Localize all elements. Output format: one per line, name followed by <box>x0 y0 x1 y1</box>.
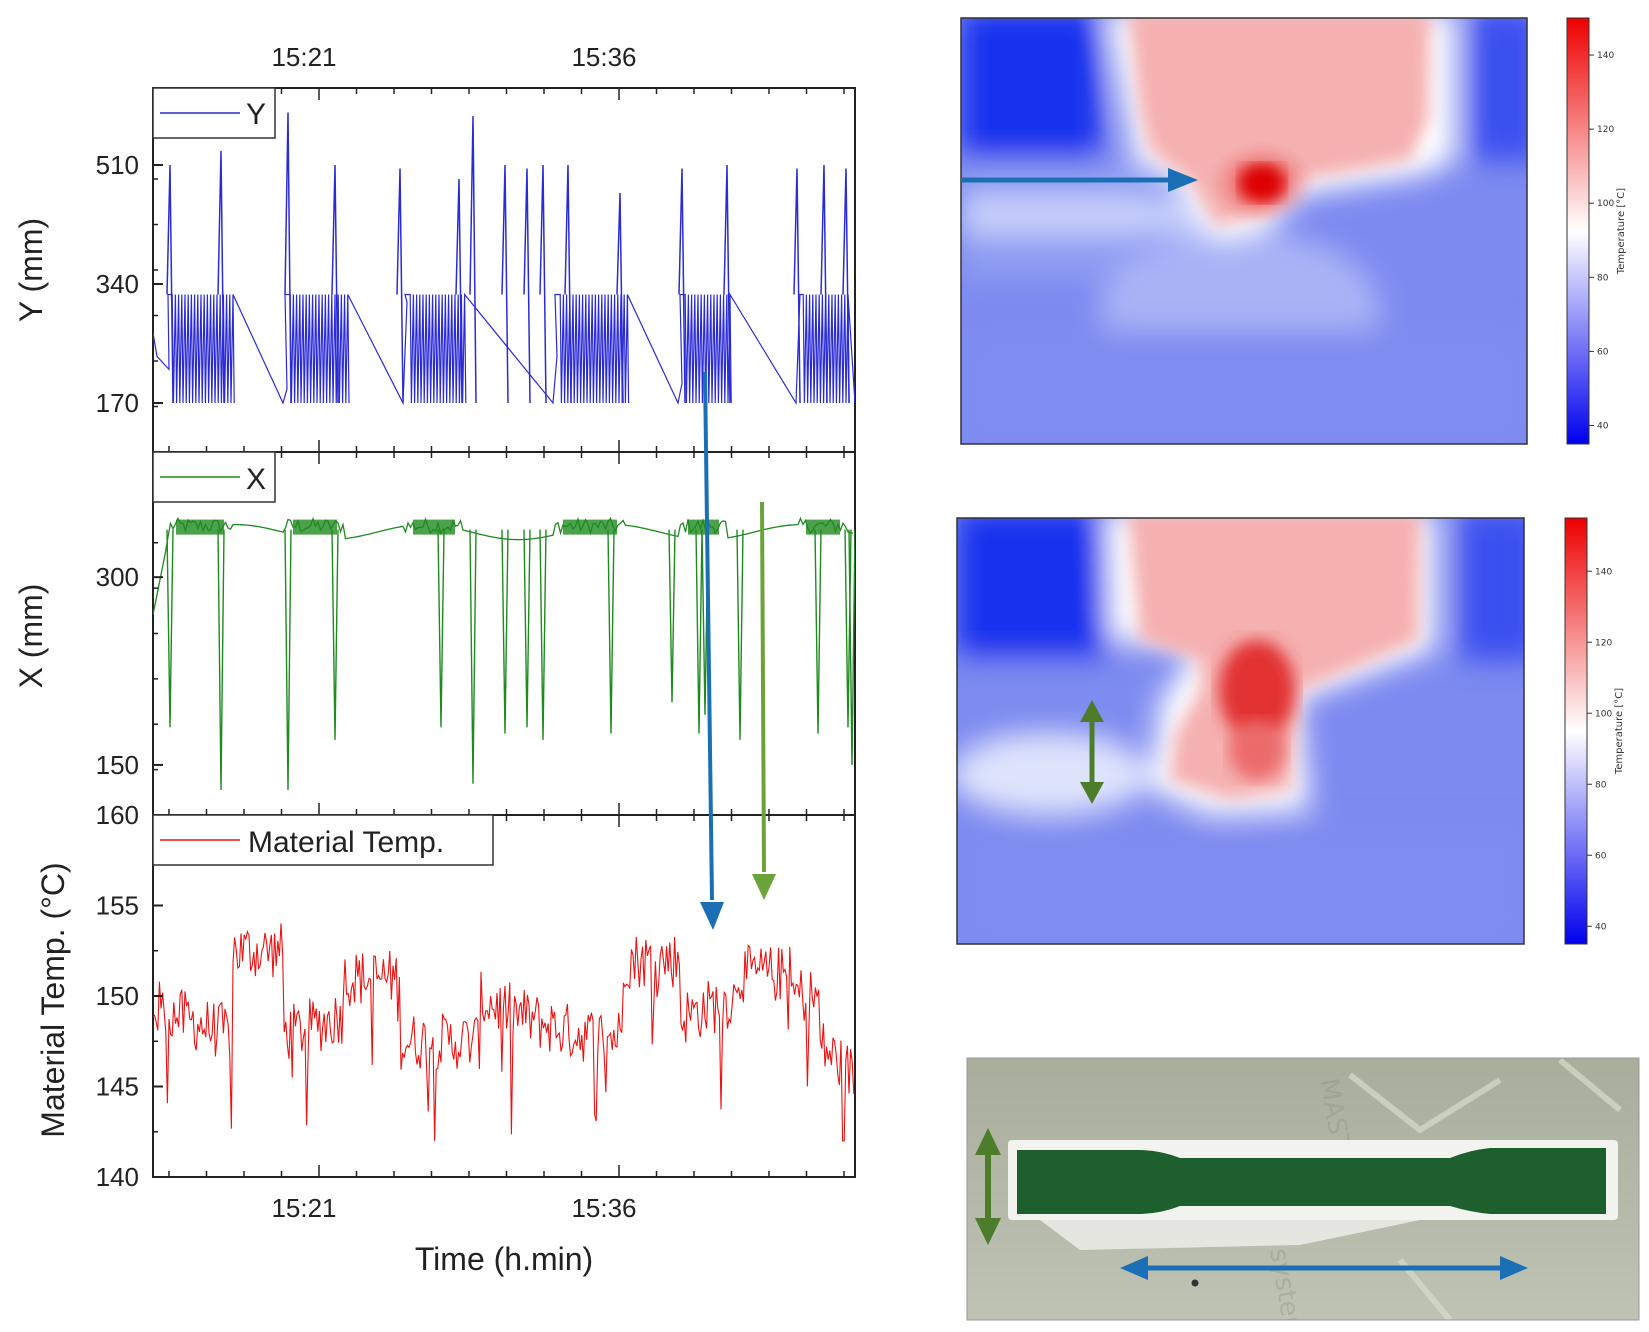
y-tick-label: 160 <box>96 800 139 830</box>
y-tick-label: 510 <box>96 150 139 180</box>
x-tick-label: 15:36 <box>571 1193 636 1223</box>
x-dense-block <box>688 519 719 535</box>
specimen-photo: MAST systems <box>966 1057 1640 1321</box>
y-peak <box>723 164 731 404</box>
legend-label-y: Y <box>246 98 266 131</box>
x-series-lines <box>153 516 855 790</box>
x-dip <box>736 529 744 740</box>
colorbar-title-2: Temperature [°C] <box>1614 688 1625 775</box>
y-peak <box>678 168 686 404</box>
colorbar-tick-label: 100 <box>1597 199 1614 209</box>
y-tick-label: 155 <box>96 891 139 921</box>
y-peak <box>820 164 828 404</box>
x-dip <box>217 529 225 790</box>
colorbar-tick-label: 60 <box>1595 851 1607 861</box>
colorbar-title-1: Temperature [°C] <box>1616 188 1627 275</box>
colorbar-1: 40 60 80 100 120 140 Temperature [°C] <box>1566 17 1627 445</box>
y-peak <box>842 168 850 404</box>
legend-y: Y <box>152 87 276 139</box>
chart-panel-bottom: 140 145 150 155 160 15:21 15:36 Material Temp… <box>35 800 856 1277</box>
y-tick-label: 170 <box>96 388 139 418</box>
colorbar-tick-label: 40 <box>1595 922 1607 932</box>
y-peak <box>564 164 572 404</box>
y-axis-title-bottom: Material Temp. (°C) <box>35 862 71 1137</box>
colorbar-tick-label: 80 <box>1595 780 1607 790</box>
top-x-tick-label: 15:21 <box>271 42 336 72</box>
x-axis-title: Time (h.min) <box>415 1241 593 1277</box>
temp-series-line <box>153 923 855 1142</box>
x-dip <box>523 529 531 728</box>
y-axis-title-top: Y (mm) <box>13 218 49 322</box>
y-peak <box>616 192 624 404</box>
arrow-blue-chart <box>700 371 724 930</box>
y-tick-label: 340 <box>96 269 139 299</box>
y-peak <box>284 112 292 404</box>
arrow-green-thermal-2 <box>1080 700 1104 804</box>
colorbar-tick-label: 60 <box>1597 347 1609 357</box>
y-peak <box>331 164 339 404</box>
colorbar-tick-label: 120 <box>1597 125 1614 135</box>
y-series-lines <box>153 112 855 406</box>
x-dense-block <box>806 519 840 535</box>
y-peak <box>217 150 225 404</box>
x-dip <box>814 529 822 734</box>
x-dense-block <box>413 519 455 535</box>
colorbar-tick-label: 40 <box>1597 421 1609 431</box>
thermal-image-2 <box>956 517 1525 945</box>
x-dip <box>469 529 477 784</box>
y-tick-label: 150 <box>96 981 139 1011</box>
y-tick-label: 145 <box>96 1072 139 1102</box>
x-dip <box>668 529 676 703</box>
x-dense-block <box>176 519 224 535</box>
y-peak <box>469 115 477 404</box>
y-peak <box>396 168 404 404</box>
y-peak <box>523 168 531 404</box>
x-tick-label: 15:21 <box>271 1193 336 1223</box>
y-peak <box>539 164 547 404</box>
legend-temp: Material Temp. <box>152 814 494 866</box>
x-dip <box>695 529 703 734</box>
colorbar-tick-label: 80 <box>1597 273 1609 283</box>
x-dip <box>848 529 855 765</box>
y-tick-label: 150 <box>96 750 139 780</box>
chart-panel-middle: 150 300 X X (mm) <box>13 451 856 816</box>
colorbar-tick-label: 100 <box>1595 709 1612 719</box>
legend-label-x: X <box>246 463 266 496</box>
arrow-blue-thermal-1 <box>961 168 1198 192</box>
y-series-line <box>153 292 855 406</box>
arrow-blue-specimen <box>1120 1256 1528 1280</box>
x-dip <box>539 529 547 740</box>
y-peak <box>793 168 801 404</box>
colorbar-tick-label: 140 <box>1597 51 1614 61</box>
thermal-image-1 <box>960 17 1528 445</box>
x-dip <box>607 529 615 734</box>
y-peak <box>166 164 174 404</box>
legend-label-temp: Material Temp. <box>248 826 444 859</box>
x-series-line <box>153 516 854 615</box>
x-dip <box>166 529 174 728</box>
y-peak <box>455 178 463 404</box>
temp-series-lines <box>153 923 855 1142</box>
y-axis-title-middle: X (mm) <box>13 584 49 689</box>
top-x-tick-label: 15:36 <box>571 42 636 72</box>
x-dip <box>284 529 292 790</box>
colorbar-tick-label: 140 <box>1595 567 1612 577</box>
x-dense-block <box>563 519 617 535</box>
x-dense-block <box>293 519 337 535</box>
y-peak <box>501 164 509 404</box>
arrow-green-specimen <box>975 1128 1001 1245</box>
colorbar-2: 40 60 80 100 120 140 Temperature [°C] <box>1564 517 1625 945</box>
chart-panel-top: 170 340 510 15:21 15:36 Y Y (mm) <box>13 42 856 453</box>
colorbar-tick-label: 120 <box>1595 638 1612 648</box>
x-dip <box>331 529 339 740</box>
legend-x: X <box>152 451 276 503</box>
x-dip <box>437 529 445 728</box>
y-tick-label: 140 <box>96 1162 139 1192</box>
arrow-green-chart <box>752 501 776 900</box>
y-tick-label: 300 <box>96 562 139 592</box>
x-dip <box>501 529 509 734</box>
